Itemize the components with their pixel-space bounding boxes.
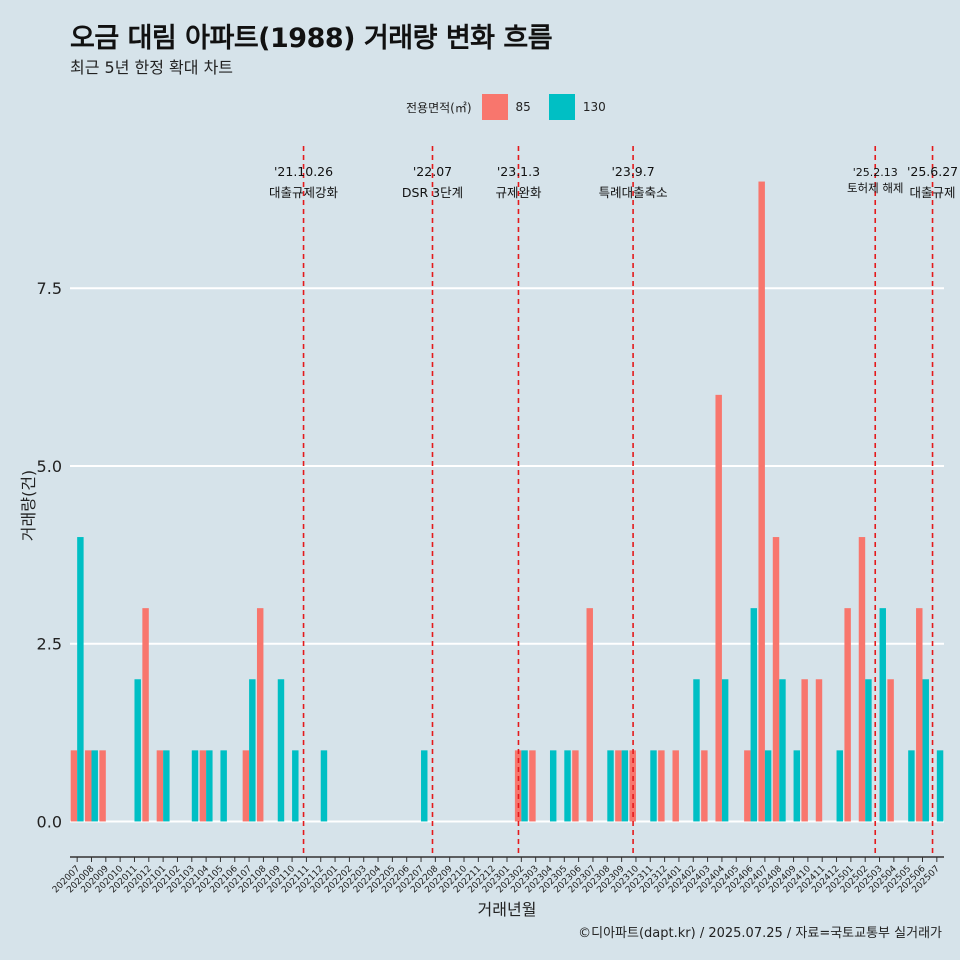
bar-130-202305 (564, 750, 571, 822)
bar-130-202404 (721, 679, 729, 822)
event-label-6: 대출규제 (910, 185, 956, 200)
event-label-3: 규제완화 (495, 185, 542, 200)
bar-130-202308 (607, 750, 614, 822)
x-axis-title: 거래년월 (478, 900, 537, 919)
bar-85-202408 (772, 537, 780, 822)
bar-130-202107 (249, 679, 256, 822)
bar-85-202502 (858, 537, 866, 822)
legend-label-85: 85 (515, 100, 531, 114)
bar-130-202409 (793, 750, 801, 822)
bar-130-202011 (134, 679, 141, 822)
bar-130-202505 (908, 750, 915, 822)
chart-subtitle: 최근 5년 한정 확대 차트 (70, 58, 234, 77)
legend: 전용면적(㎡) 85 130 (406, 93, 624, 121)
bar-85-202104 (199, 750, 207, 822)
y-tick-label: 7.5 (37, 279, 62, 298)
bar-130-202507 (936, 750, 944, 822)
bar-130-202008 (91, 750, 98, 822)
event-label-4: 특례대출축소 (599, 185, 668, 200)
bar-130-202007 (77, 537, 84, 822)
bar-130-202408 (779, 679, 786, 822)
bar-130-202109 (277, 679, 285, 822)
bar-85-202410 (801, 679, 808, 822)
bar-85-202411 (815, 679, 823, 822)
bar-130-202506 (922, 679, 929, 822)
source-caption: ©디아파트(dapt.kr) / 2025.07.25 / 자료=국토교통부 실… (578, 926, 942, 941)
chart-title: 오금 대림 아파트(1988) 거래량 변화 흐름 (70, 23, 553, 54)
bar-130-202207 (421, 750, 428, 822)
bar-130-202309 (621, 750, 629, 822)
bar-130-202101 (163, 750, 170, 822)
bar-130-202503 (879, 608, 886, 822)
bar-130-202311 (650, 750, 657, 822)
bar-85-202008 (85, 750, 92, 822)
bar-130-202406 (750, 608, 758, 822)
bar-85-202403 (701, 750, 708, 822)
bar-130-202502 (865, 679, 872, 822)
bar-130-202412 (836, 750, 843, 822)
event-date-4: '23.9.7 (611, 164, 654, 179)
bar-85-202406 (744, 750, 751, 822)
bar-85-202506 (916, 608, 923, 822)
event-date-3: '23.1.3 (497, 164, 540, 179)
bar-85-202107 (242, 750, 250, 822)
bar-130-202112 (320, 750, 328, 822)
bar-130-202110 (292, 750, 299, 822)
bar-85-202306 (572, 750, 579, 822)
bar-85-202401 (672, 750, 679, 822)
y-axis-title: 거래량(건) (19, 470, 38, 541)
legend-label-130: 130 (582, 100, 606, 114)
bar-85-202307 (586, 608, 593, 822)
legend-swatch-130 (548, 94, 575, 120)
bar-85-202407 (758, 181, 765, 822)
bar-85-202007 (70, 750, 78, 822)
y-tick-label: 2.5 (37, 635, 62, 654)
bar-85-202303 (529, 750, 536, 822)
bar-85-202108 (256, 608, 264, 822)
legend-title: 전용면적(㎡) (406, 100, 472, 115)
bar-130-202103 (191, 750, 199, 822)
bar-85-202012 (142, 608, 149, 822)
legend-swatch-85 (481, 94, 508, 120)
event-label-5: 토허제 해제 (847, 181, 904, 195)
bar-130-202407 (764, 750, 772, 822)
event-label-2: DSR 3단계 (402, 185, 463, 200)
bar-130-202105 (220, 750, 227, 822)
bar-130-202104 (206, 750, 213, 822)
bar-85-202504 (887, 679, 894, 822)
bar-130-202302 (521, 750, 528, 822)
bar-85-202404 (715, 394, 722, 822)
bar-85-202009 (99, 750, 106, 822)
event-date-6: '25.6.27 (907, 164, 958, 179)
event-label-1: 대출규제강화 (269, 185, 339, 200)
bar-85-202309 (615, 750, 622, 822)
bar-130-202304 (549, 750, 557, 822)
event-date-2: '22.07 (413, 164, 452, 179)
bar-130-202402 (693, 679, 700, 822)
bar-85-202501 (844, 608, 851, 822)
event-date-5: '25.2.13 (853, 166, 898, 179)
bar-85-202312 (658, 750, 665, 822)
y-tick-label: 5.0 (37, 457, 62, 476)
bar-85-202101 (156, 750, 164, 822)
event-date-1: '21.10.26 (274, 164, 333, 179)
y-tick-label: 0.0 (37, 812, 62, 831)
